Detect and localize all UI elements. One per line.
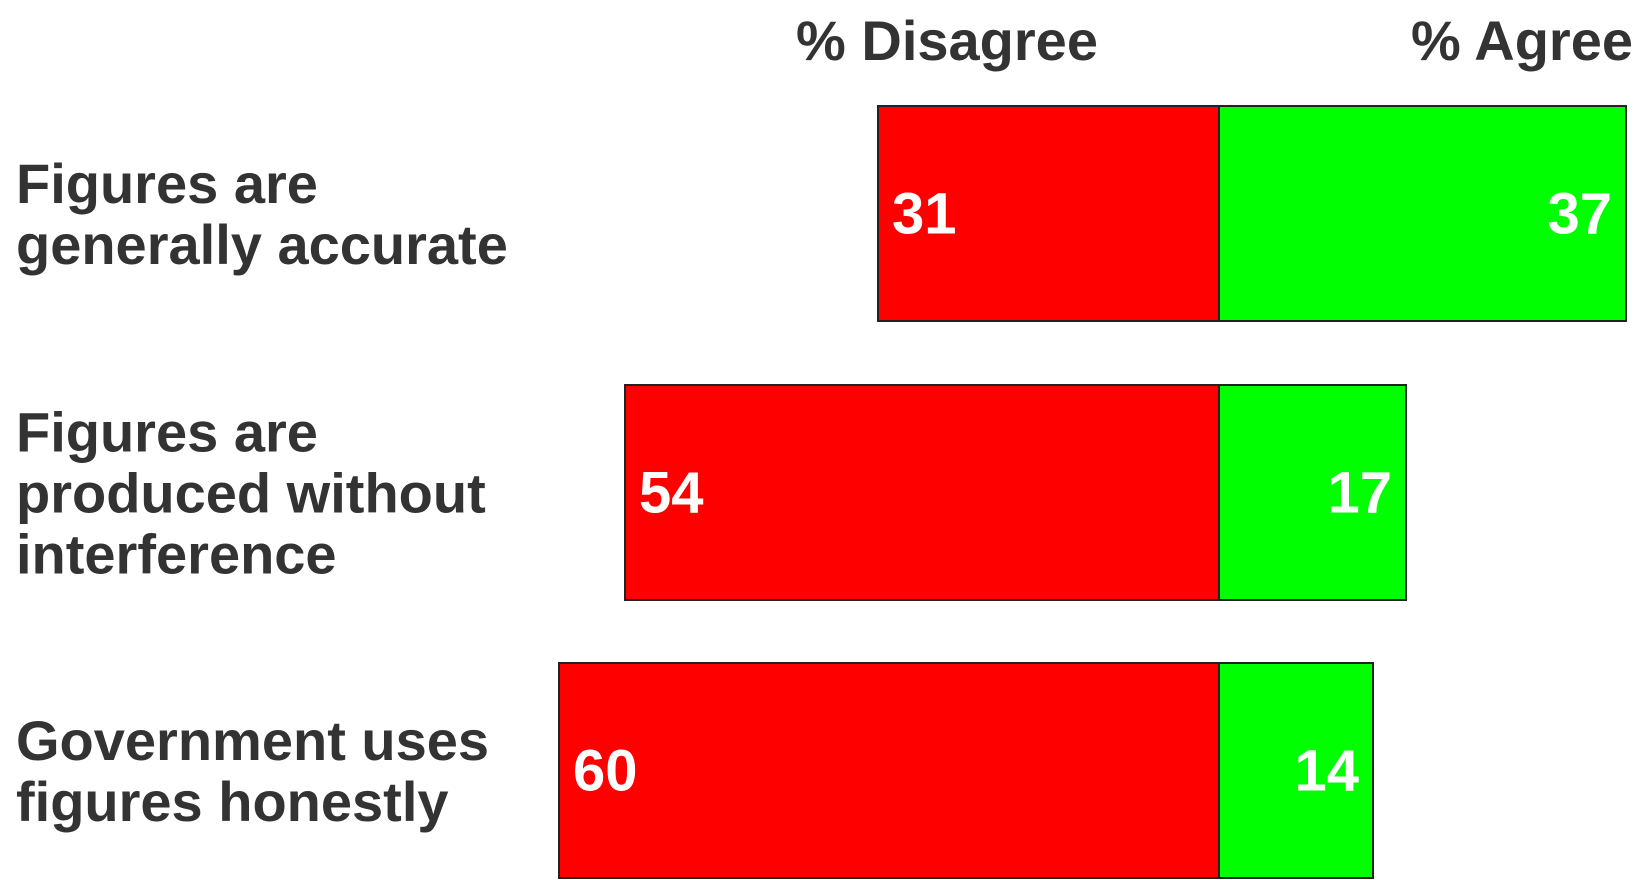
value-label-agree-2: 14	[1294, 739, 1359, 804]
bar-disagree-2	[558, 662, 1220, 879]
header-disagree: % Disagree	[796, 9, 1098, 72]
value-label-disagree-2: 60	[573, 739, 638, 804]
header-agree: % Agree	[1411, 9, 1633, 72]
bars-layer: 31 37 Figures are generally accurate 54 17 Fig…	[16, 105, 1627, 879]
value-label-agree-0: 37	[1547, 182, 1612, 247]
bar-disagree-1	[624, 384, 1220, 601]
bar-agree-0	[1218, 105, 1627, 322]
value-label-agree-1: 17	[1327, 461, 1392, 526]
bar-agree-1	[1218, 384, 1407, 601]
category-label-2: Government uses figures honestly	[16, 709, 489, 833]
category-label-1: Figures are produced without interference	[16, 401, 486, 586]
value-label-disagree-1: 54	[639, 461, 704, 526]
bar-agree-2	[1218, 662, 1374, 879]
bar-disagree-0	[877, 105, 1220, 322]
category-label-0: Figures are generally accurate	[16, 152, 508, 276]
value-label-disagree-0: 31	[892, 182, 957, 247]
